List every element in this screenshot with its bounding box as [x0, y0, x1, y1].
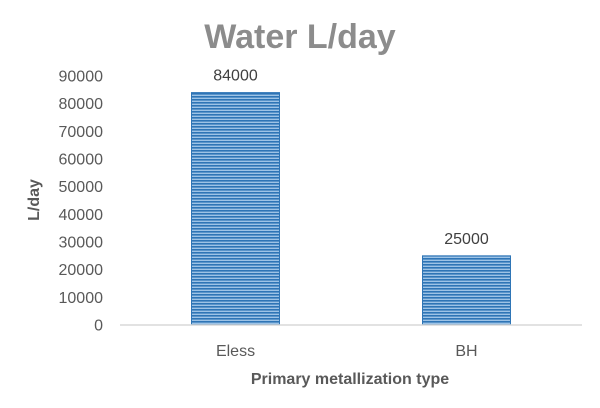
data-label: 25000 — [444, 231, 489, 248]
x-tick-label: BH — [455, 343, 477, 360]
x-tick-label: Eless — [216, 343, 255, 360]
bars — [191, 92, 511, 326]
bar-bh — [422, 255, 511, 326]
data-label: 84000 — [213, 68, 258, 85]
chart-title: Water L/day — [204, 18, 396, 56]
y-tick-label: 0 — [94, 318, 103, 335]
y-tick-label: 10000 — [59, 290, 104, 307]
data-labels: 84000 25000 — [213, 68, 489, 248]
y-tick-label: 20000 — [59, 262, 104, 279]
y-tick-label: 70000 — [59, 124, 104, 141]
x-axis-title: Primary metallization type — [251, 371, 449, 388]
y-tick-label: 90000 — [59, 69, 104, 86]
y-tick-label: 40000 — [59, 207, 104, 224]
y-axis-ticks: 0 10000 20000 30000 40000 50000 60000 70000 8000… — [59, 69, 104, 335]
y-tick-label: 80000 — [59, 96, 104, 113]
y-tick-label: 50000 — [59, 179, 104, 196]
y-tick-label: 30000 — [59, 235, 104, 252]
x-axis-ticks: Eless BH — [216, 343, 478, 360]
y-axis-title: L/day — [26, 179, 43, 221]
y-tick-label: 60000 — [59, 152, 104, 169]
bar-eless — [191, 92, 280, 326]
